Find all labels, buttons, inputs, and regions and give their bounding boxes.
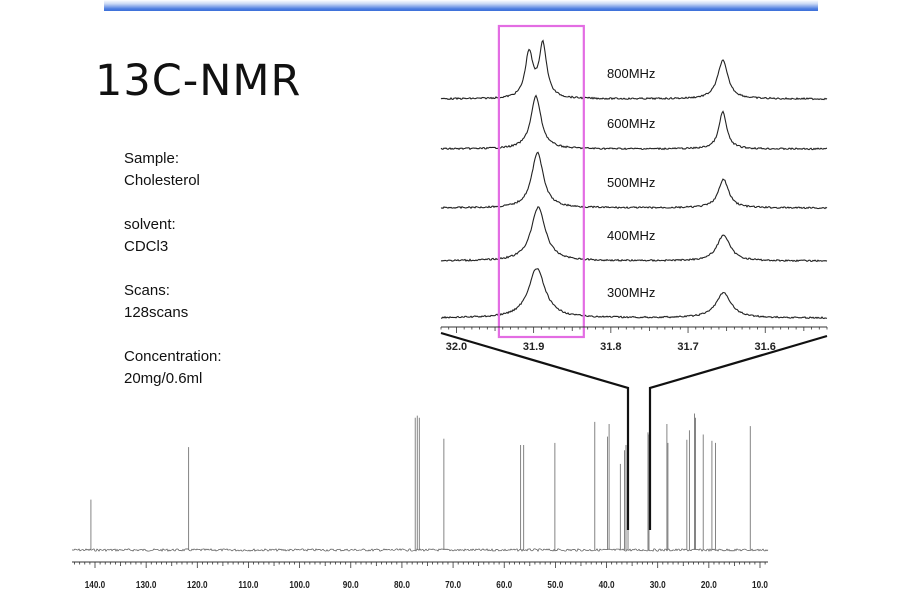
full-x-tick-label: 120.0 <box>187 579 207 590</box>
header-gradient-bar <box>104 0 818 11</box>
highlight-box <box>497 24 585 339</box>
full-x-tick-label: 10.0 <box>752 579 768 590</box>
info-value: 20mg/0.6ml <box>124 370 203 387</box>
page-title: 13C-NMR <box>95 56 302 106</box>
zoom-series-label: 300MHz <box>607 285 655 300</box>
info-scans: Scans: 128scans <box>124 280 222 324</box>
full-x-tick-label: 20.0 <box>701 579 717 590</box>
zoom-x-tick-label: 32.0 <box>446 341 467 353</box>
zoom-x-tick-label: 31.7 <box>677 341 698 353</box>
sample-info: Sample: Cholesterol solvent: CDCl3 Scans… <box>124 148 222 412</box>
zoom-series-trace <box>440 39 828 101</box>
zoom-series-trace <box>440 94 828 151</box>
zoom-connector-right <box>648 334 828 530</box>
full-x-tick-label: 70.0 <box>445 579 461 590</box>
info-label: Sample: <box>124 150 180 167</box>
zoom-series-label: 400MHz <box>607 228 655 243</box>
full-spectrum-baseline <box>71 548 769 552</box>
full-x-tick-label: 40.0 <box>599 579 615 590</box>
zoom-series-trace <box>440 151 828 210</box>
info-value: 128scans <box>124 304 189 321</box>
full-x-tick-label: 130.0 <box>136 579 156 590</box>
zoom-x-tick-label: 31.8 <box>600 341 621 353</box>
zoom-series-trace <box>440 268 828 320</box>
full-x-tick-label: 90.0 <box>343 579 359 590</box>
zoom-connector-left <box>440 331 630 530</box>
full-x-tick-label: 50.0 <box>547 579 563 590</box>
full-x-tick-label: 100.0 <box>289 579 309 590</box>
full-x-tick-label: 60.0 <box>496 579 512 590</box>
zoom-series-label: 500MHz <box>607 175 655 190</box>
full-x-tick-label: 140.0 <box>85 579 105 590</box>
zoom-series-trace <box>440 206 828 263</box>
zoom-series-label: 600MHz <box>607 116 655 131</box>
info-label: solvent: <box>124 216 176 233</box>
info-value: CDCl3 <box>124 238 169 255</box>
info-concentration: Concentration: 20mg/0.6ml <box>124 346 222 390</box>
full-x-tick-label: 80.0 <box>394 579 410 590</box>
info-value: Cholesterol <box>124 172 200 189</box>
zoom-x-tick-label: 31.9 <box>523 341 544 353</box>
full-x-tick-label: 30.0 <box>650 579 666 590</box>
info-label: Concentration: <box>124 348 222 365</box>
full-x-tick-label: 110.0 <box>238 579 258 590</box>
info-sample: Sample: Cholesterol <box>124 148 222 192</box>
info-label: Scans: <box>124 282 170 299</box>
zoom-series-label: 800MHz <box>607 66 655 81</box>
zoom-x-tick-label: 31.6 <box>755 341 776 353</box>
info-solvent: solvent: CDCl3 <box>124 214 222 258</box>
